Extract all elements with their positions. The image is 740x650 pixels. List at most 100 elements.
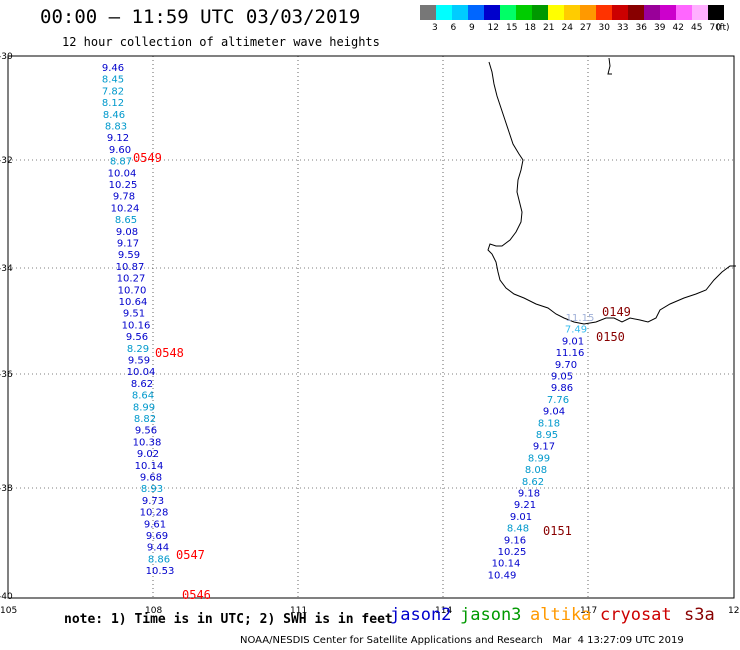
scale-label: 30 (598, 23, 610, 33)
page-title: 00:00 – 11:59 UTC 03/03/2019 (40, 6, 361, 28)
swh-value: 8.82 (134, 414, 156, 425)
swh-value: 9.78 (113, 192, 135, 203)
scale-swatch (516, 5, 532, 20)
swh-value: 9.61 (144, 519, 166, 530)
swh-value: 10.24 (111, 203, 140, 214)
scale-swatch (692, 5, 708, 20)
scale-swatch (676, 5, 692, 20)
scale-label: 70 (709, 23, 721, 33)
scale-label: 15 (506, 23, 518, 33)
swh-value: 8.46 (103, 110, 125, 121)
swh-value: 8.93 (141, 484, 163, 495)
scale-swatch (468, 5, 484, 20)
scale-swatch (564, 5, 580, 20)
swh-value: 9.02 (137, 449, 159, 460)
scale-swatch (644, 5, 660, 20)
swh-value: 9.44 (147, 543, 169, 554)
swh-value: 8.65 (115, 215, 137, 226)
coastline (487, 61, 736, 325)
scale-label: 27 (580, 23, 592, 33)
legend-cryosat: cryosat (600, 605, 672, 625)
footer-note: note: 1) Time is in UTC; 2) SWH is in fe… (64, 612, 393, 627)
swh-value: 10.87 (116, 262, 145, 273)
map-frame (7, 55, 735, 599)
scale-unit: (ft) (716, 23, 730, 33)
swh-value: 9.70 (555, 360, 577, 371)
swh-value: 10.49 (488, 570, 517, 581)
swh-value: 10.04 (108, 168, 137, 179)
swh-value: 9.01 (562, 336, 584, 347)
scale-swatch (580, 5, 596, 20)
pass-time: 0548 (155, 346, 184, 360)
swh-value: 10.70 (118, 285, 147, 296)
pass-time: 0151 (543, 524, 572, 538)
swh-value: 9.69 (146, 531, 168, 542)
swh-value: 10.04 (127, 367, 156, 378)
swh-value: 9.86 (551, 383, 573, 394)
swh-value: 9.46 (102, 63, 124, 74)
lon-tick-label: 111 (290, 606, 307, 616)
lat-tick-label: -36 (0, 370, 13, 380)
swh-value: 8.62 (522, 477, 544, 488)
footer-credit: NOAA/NESDIS Center for Satellite Applica… (240, 635, 684, 646)
swh-value: 10.27 (117, 274, 146, 285)
swh-value: 10.28 (140, 508, 169, 519)
swh-value: 9.01 (510, 512, 532, 523)
swh-value: 11.15 (566, 313, 595, 324)
scale-swatch (548, 5, 564, 20)
lat-tick-label: -30 (0, 52, 13, 62)
scale-label: 12 (487, 23, 499, 33)
swh-value: 10.14 (135, 461, 164, 472)
lat-tick-label: -38 (0, 484, 13, 494)
scale-swatch (660, 5, 676, 20)
swh-value: 8.08 (525, 465, 547, 476)
scale-swatch (452, 5, 468, 20)
pass-time: 0547 (176, 548, 205, 562)
pass-time: 0546 (182, 588, 211, 602)
swh-value: 10.16 (122, 320, 151, 331)
scale-label: 18 (524, 23, 536, 33)
scale-swatch (596, 5, 612, 20)
swh-value: 9.59 (118, 250, 140, 261)
legend-jason2: jason2 (390, 605, 452, 625)
scale-label: 39 (654, 23, 666, 33)
lon-tick-label: 117 (580, 606, 597, 616)
swh-value: 10.25 (109, 180, 138, 191)
lat-tick-label: -40 (0, 592, 13, 602)
swh-value: 8.64 (132, 391, 154, 402)
swh-value: 9.73 (142, 496, 164, 507)
legend-s3a: s3a (684, 605, 715, 625)
lon-tick-label: 105 (0, 606, 17, 616)
swh-value: 9.51 (123, 309, 145, 320)
swh-value: 8.29 (127, 344, 149, 355)
legend-jason3: jason3 (460, 605, 522, 625)
swh-value: 7.82 (102, 86, 124, 97)
swh-value: 10.53 (146, 566, 175, 577)
scale-swatch (500, 5, 516, 20)
swh-value: 9.17 (117, 239, 139, 250)
lon-tick-label: 120 (728, 606, 740, 616)
swh-value: 9.12 (107, 133, 129, 144)
coastline-island (607, 57, 612, 75)
scale-label: 45 (691, 23, 703, 33)
swh-value: 8.45 (102, 75, 124, 86)
swh-value: 8.99 (133, 402, 155, 413)
axis-ticks: 105 108 111 114 117 120 -30 -32 -34 -36 -38 -40 (0, 52, 740, 616)
swh-value: 8.18 (538, 418, 560, 429)
scale-label: 21 (543, 23, 555, 33)
swh-value: 8.12 (102, 98, 124, 109)
swh-value: 9.21 (514, 500, 536, 511)
swh-value: 10.25 (498, 547, 527, 558)
scale-swatch (612, 5, 628, 20)
swh-value: 8.86 (148, 554, 170, 565)
map-border (7, 55, 735, 599)
swh-value-labels: 9.468.457.828.128.468.839.129.608.8710.0… (102, 63, 594, 581)
swh-value: 7.49 (565, 325, 587, 336)
scale-swatch (628, 5, 644, 20)
swh-value: 9.05 (551, 372, 573, 383)
swh-value: 9.04 (543, 407, 565, 418)
swh-value: 9.17 (533, 442, 555, 453)
swh-value: 8.87 (110, 157, 132, 168)
swh-value: 8.99 (528, 453, 550, 464)
